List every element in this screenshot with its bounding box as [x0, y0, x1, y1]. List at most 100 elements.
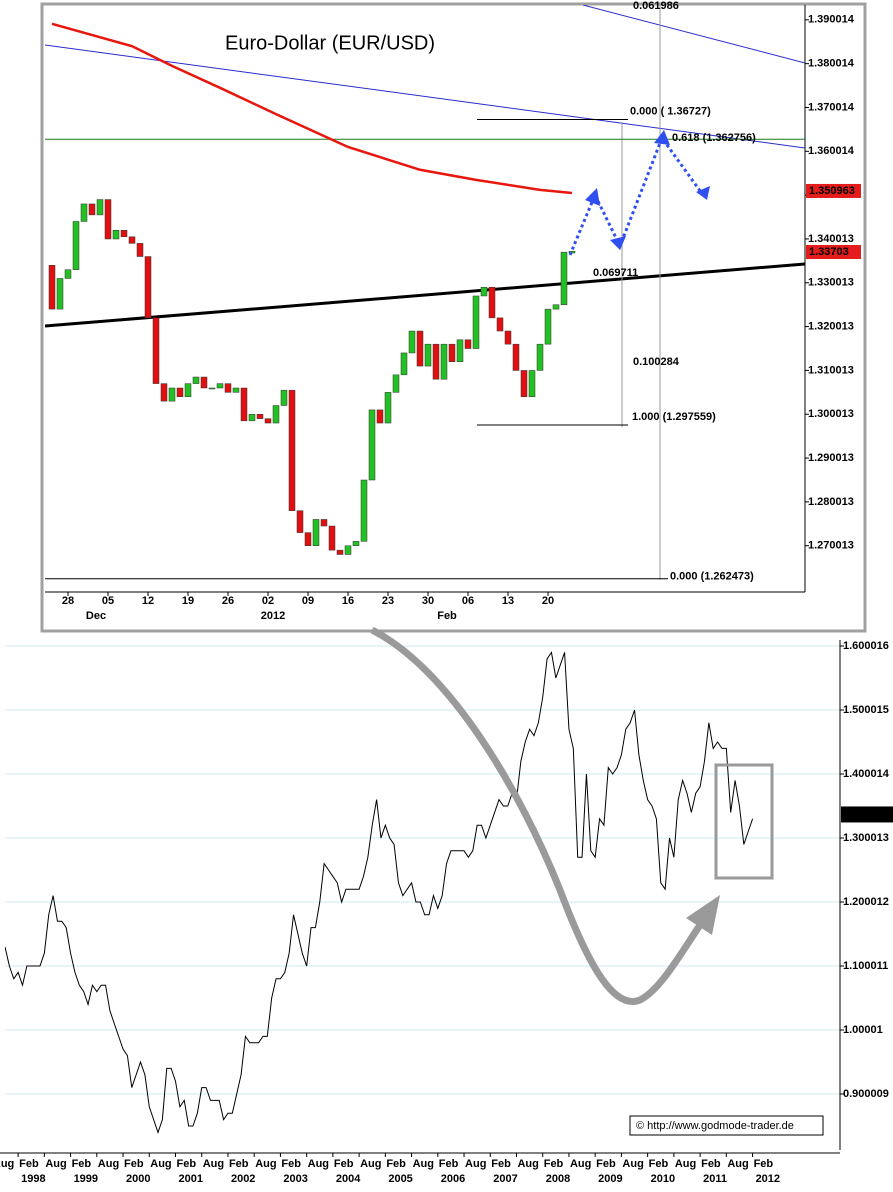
x-tick-label: Aug — [45, 1158, 66, 1170]
candle — [440, 343, 448, 380]
candle — [176, 387, 184, 398]
x-tick-label: 20 — [542, 595, 554, 607]
candle — [376, 409, 384, 424]
y-tick-label: 1.300013 — [808, 408, 854, 420]
candle — [504, 330, 512, 345]
y-tick-label: 1.00001 — [843, 1024, 883, 1036]
y-tick-label: 1.290013 — [808, 452, 854, 464]
candle — [184, 383, 192, 398]
candle — [544, 308, 552, 345]
candle — [552, 304, 560, 310]
x-tick-label: Aug — [570, 1158, 591, 1170]
candle — [136, 243, 144, 257]
candle — [160, 383, 168, 402]
candle — [224, 383, 232, 393]
highlight-box — [714, 763, 774, 880]
x-tick-label: 30 — [422, 595, 434, 607]
candle — [392, 374, 400, 393]
candle — [288, 389, 296, 511]
x-year-label: 2006 — [441, 1173, 465, 1185]
x-tick-label: Feb — [229, 1158, 249, 1170]
fib-label: 0.000 ( 1.36727) — [630, 105, 711, 117]
candle — [416, 330, 424, 367]
long-term-chart: 1.600016 1.500015 1.400014 1.300013 1.200012… — [0, 640, 893, 1185]
candle — [408, 330, 416, 354]
candle — [480, 286, 488, 297]
y-tick-label: 1.380014 — [808, 58, 855, 70]
curved-arrow — [370, 626, 703, 1005]
candle — [192, 376, 200, 384]
candle — [352, 541, 360, 546]
candle — [48, 265, 56, 310]
y-tick-label: 1.500015 — [843, 704, 889, 716]
x-year-label: 2003 — [283, 1173, 307, 1185]
last-value-box — [806, 183, 861, 198]
candle — [304, 532, 312, 546]
x-year-label: 2012 — [756, 1173, 780, 1185]
candle — [344, 545, 352, 555]
candle — [448, 343, 456, 362]
arrow-head — [686, 895, 720, 935]
candle — [264, 418, 272, 424]
candle — [112, 229, 120, 240]
fib-label: 0.000 (1.262473) — [670, 571, 754, 583]
x-tick-label: Aug — [255, 1158, 276, 1170]
x-tick-label: Aug — [727, 1158, 748, 1170]
x-tick-label: Aug — [675, 1158, 696, 1170]
inset-chart: 1.3900141.3800141.3700141.3600141.350014… — [44, 0, 861, 622]
source-box — [629, 1115, 824, 1136]
x-tick-label: Feb — [754, 1158, 774, 1170]
candle — [216, 383, 224, 389]
candle — [200, 376, 208, 389]
y-tick-label: 1.370014 — [808, 101, 855, 113]
trendline — [582, 5, 805, 64]
candle — [232, 387, 240, 393]
candle — [456, 339, 464, 362]
y-tick-label: 1.200012 — [843, 896, 889, 908]
candle — [152, 317, 160, 384]
x-tick-label: Feb — [386, 1158, 406, 1170]
candle — [96, 199, 104, 216]
x-tick-label: 12 — [142, 595, 154, 607]
candle — [272, 405, 280, 424]
candle — [104, 199, 112, 240]
candle — [360, 479, 368, 542]
y-tick-label: 1.340013 — [808, 233, 854, 245]
x-year-label: 2010 — [651, 1173, 675, 1185]
inset-frame — [40, 2, 867, 633]
x-tick-label: 05 — [102, 595, 114, 607]
x-year-label: 2009 — [598, 1173, 622, 1185]
candle — [128, 236, 136, 244]
candle — [64, 269, 72, 279]
x-tick-label: 28 — [62, 595, 74, 607]
x-tick-label: 16 — [342, 595, 354, 607]
x-tick-label: Aug — [413, 1158, 434, 1170]
y-tick-label: 1.310013 — [808, 364, 854, 376]
last-value-label: 1.350963 — [809, 185, 855, 197]
candle — [336, 549, 344, 555]
candle — [296, 510, 304, 533]
x-tick-label: Feb — [649, 1158, 669, 1170]
candle — [328, 525, 336, 551]
candle — [400, 352, 408, 376]
x-tick-label: Feb — [596, 1158, 616, 1170]
candle — [120, 229, 128, 238]
candle — [536, 343, 544, 371]
y-tick-label: 1.400014 — [843, 768, 890, 780]
last-value-box — [806, 245, 861, 260]
trendline — [45, 44, 805, 149]
x-tick-label: Aug — [98, 1158, 119, 1170]
last-value-box — [841, 806, 893, 823]
x-tick-label: Aug — [465, 1158, 486, 1170]
x-tick-label: Feb — [19, 1158, 39, 1170]
candle — [72, 221, 80, 270]
period-label: 2012 — [261, 610, 285, 622]
candle — [528, 370, 536, 398]
y-tick-label: 1.600016 — [843, 640, 889, 652]
x-tick-label: Feb — [176, 1158, 196, 1170]
x-year-label: 2001 — [178, 1173, 202, 1185]
candle — [512, 343, 520, 371]
x-tick-label: Feb — [439, 1158, 459, 1170]
